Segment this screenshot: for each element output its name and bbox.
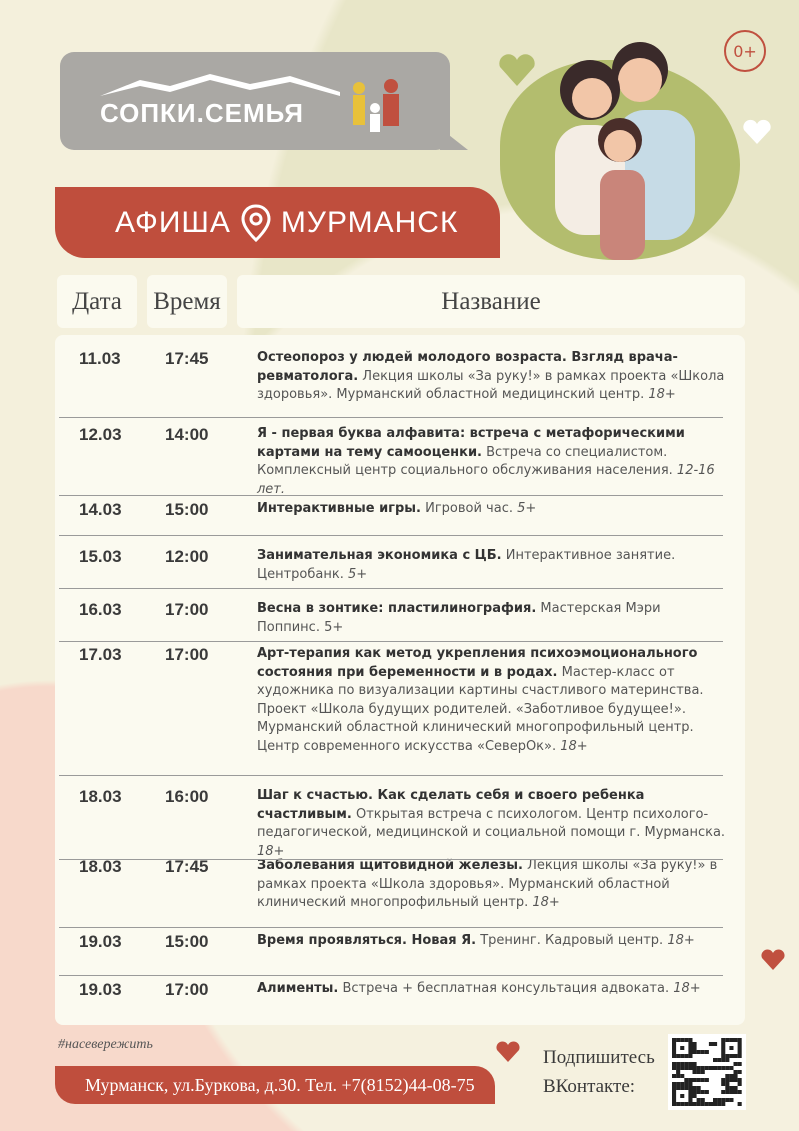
event-title: Весна в зонтике: пластилинография. bbox=[257, 601, 537, 616]
events-table: 11.03 17:45 Остеопороз у людей молодого … bbox=[55, 335, 745, 1025]
family-illustration bbox=[555, 42, 695, 260]
event-title: Остеопороз у людей молодого возраста. Вз… bbox=[257, 350, 678, 384]
logo-text: СОПКИ.СЕМЬЯ bbox=[100, 98, 304, 128]
heart-icon bbox=[496, 1041, 520, 1062]
event-details: Встреча со специалистом. Комплексный цен… bbox=[257, 444, 677, 479]
heart-icon bbox=[761, 949, 785, 970]
event-time: 15:00 bbox=[165, 500, 209, 519]
event-time: 15:00 bbox=[165, 932, 209, 951]
event-time: 17:45 bbox=[165, 349, 209, 368]
event-details: Лекция школы «За руку!» в рамках проекта… bbox=[257, 368, 725, 403]
header-title: Название bbox=[237, 275, 745, 328]
event-title: Занимательная экономика с ЦБ. bbox=[257, 548, 502, 563]
mountains-icon bbox=[100, 74, 340, 96]
event-date: 19.03 bbox=[79, 980, 122, 999]
event-time: 17:00 bbox=[165, 645, 209, 664]
event-age: 18+ bbox=[257, 843, 285, 859]
row-divider bbox=[59, 975, 723, 976]
heart-icon bbox=[743, 119, 771, 144]
event-description: Занимательная экономика с ЦБ. Интерактив… bbox=[257, 547, 727, 584]
qr-code-icon[interactable] bbox=[668, 1034, 746, 1110]
event-title: Интерактивные игры. bbox=[257, 501, 421, 516]
event-date: 15.03 bbox=[79, 547, 122, 566]
subscribe-text: Подпишитесь ВКонтакте: bbox=[543, 1043, 655, 1101]
event-description: Я - первая буква алфавита: встреча с мет… bbox=[257, 425, 727, 499]
age-rating-badge: 0+ bbox=[724, 30, 766, 72]
event-date: 12.03 bbox=[79, 425, 122, 444]
row-divider bbox=[59, 588, 723, 589]
row-divider bbox=[59, 927, 723, 928]
event-time: 14:00 bbox=[165, 425, 209, 444]
event-details: Тренинг. Кадровый центр. bbox=[476, 933, 668, 948]
header-time: Время bbox=[147, 275, 227, 328]
afisha-banner: АФИША МУРМАНСК bbox=[55, 187, 500, 258]
event-description: Заболевания щитовидной железы. Лекция шк… bbox=[257, 857, 727, 913]
event-time: 17:00 bbox=[165, 980, 209, 999]
event-title: Заболевания щитовидной железы. bbox=[257, 858, 523, 873]
event-details: Мастер-класс от художника по визуализаци… bbox=[257, 664, 704, 754]
event-date: 16.03 bbox=[79, 600, 122, 619]
event-description: Интерактивные игры. Игровой час. 5+ bbox=[257, 500, 727, 519]
event-age: 5+ bbox=[517, 501, 537, 516]
event-title: Алименты. bbox=[257, 981, 339, 996]
event-time: 16:00 bbox=[165, 787, 209, 806]
logo-tail bbox=[440, 128, 468, 150]
event-time: 17:00 bbox=[165, 600, 209, 619]
event-age: 18+ bbox=[648, 387, 676, 402]
event-title: Я - первая буква алфавита: встреча с мет… bbox=[257, 426, 685, 460]
event-date: 14.03 bbox=[79, 500, 122, 519]
event-description: Время проявляться. Новая Я. Тренинг. Кад… bbox=[257, 932, 727, 951]
event-details: Мастерская Мэри Поппинс. 5+ bbox=[257, 601, 661, 635]
event-date: 18.03 bbox=[79, 857, 122, 876]
row-divider bbox=[59, 417, 723, 418]
header-date: Дата bbox=[57, 275, 137, 328]
row-divider bbox=[59, 859, 723, 860]
event-age: 5+ bbox=[347, 566, 368, 582]
family-logo-icon bbox=[353, 79, 399, 132]
event-details: Открытая встреча с психологом. Центр пси… bbox=[257, 806, 726, 841]
location-pin-icon bbox=[241, 203, 271, 242]
banner-city: МУРМАНСК bbox=[280, 205, 459, 239]
row-divider bbox=[59, 535, 723, 536]
event-title: Арт-терапия как метод укрепления психоэм… bbox=[257, 646, 698, 680]
event-age: 18+ bbox=[673, 981, 701, 996]
hashtag: #насевережить bbox=[58, 1037, 153, 1052]
subscribe-line-2: ВКонтакте: bbox=[543, 1076, 636, 1097]
event-date: 17.03 bbox=[79, 645, 122, 664]
event-time: 12:00 bbox=[165, 547, 209, 566]
event-details: Игровой час. bbox=[420, 501, 518, 516]
subscribe-line-1: Подпишитесь bbox=[543, 1047, 655, 1068]
event-date: 18.03 bbox=[79, 787, 122, 806]
banner-title: АФИША bbox=[115, 205, 231, 239]
event-age: 18+ bbox=[560, 738, 588, 754]
event-description: Остеопороз у людей молодого возраста. Вз… bbox=[257, 349, 727, 405]
event-details: Интерактивное занятие. Центробанк. bbox=[257, 548, 676, 582]
heart-icon bbox=[499, 54, 535, 86]
event-age: 18+ bbox=[532, 895, 560, 910]
event-details: Встреча + бесплатная консультация адвока… bbox=[338, 981, 674, 996]
event-date: 11.03 bbox=[79, 349, 121, 368]
event-description: Шаг к счастью. Как сделать себя и своего… bbox=[257, 787, 727, 861]
event-description: Арт-терапия как метод укрепления психоэм… bbox=[257, 645, 727, 756]
event-age: 18+ bbox=[667, 933, 695, 948]
row-divider bbox=[59, 641, 723, 642]
event-date: 19.03 bbox=[79, 932, 122, 951]
event-time: 17:45 bbox=[165, 857, 209, 876]
event-details: Лекция школы «За руку!» в рамках проекта… bbox=[257, 858, 718, 910]
event-description: Весна в зонтике: пластилинография. Масте… bbox=[257, 600, 727, 637]
event-age: 12-16 лет. bbox=[257, 463, 715, 497]
row-divider bbox=[59, 495, 723, 496]
row-divider bbox=[59, 775, 723, 776]
event-description: Алименты. Встреча + бесплатная консульта… bbox=[257, 980, 727, 999]
event-title: Время проявляться. Новая Я. bbox=[257, 933, 477, 948]
address-bar: Мурманск, ул.Буркова, д.30. Тел. +7(8152… bbox=[55, 1066, 495, 1104]
event-title: Шаг к счастью. Как сделать себя и своего… bbox=[257, 788, 645, 822]
